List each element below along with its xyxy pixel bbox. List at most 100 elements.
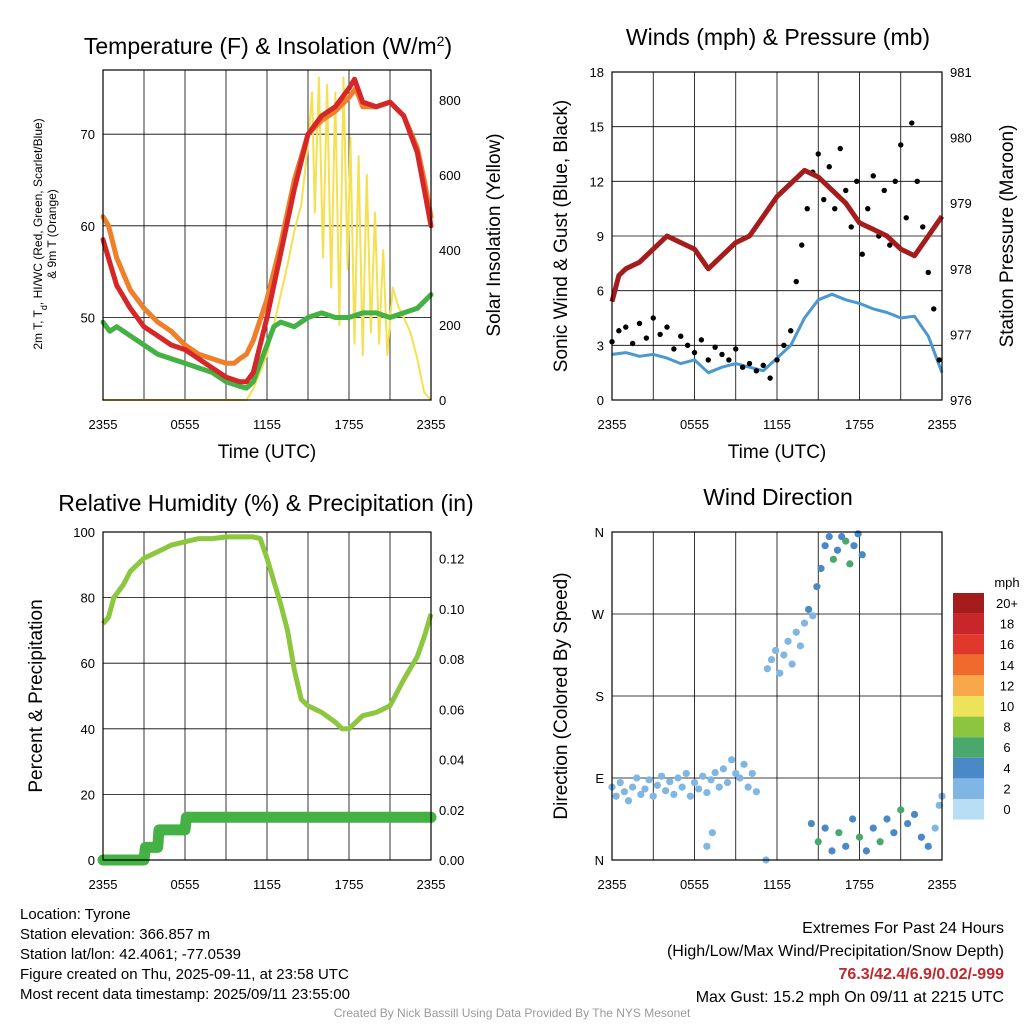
y-tick-label: 0 xyxy=(88,853,95,868)
station-latlon: Station lat/lon: 42.4061; -77.0539 xyxy=(20,946,242,963)
gust-point xyxy=(629,340,636,347)
winds-x-axis-label: Time (UTC) xyxy=(728,442,827,463)
direction-point xyxy=(703,842,711,850)
gust-point xyxy=(671,346,677,352)
plot-frame xyxy=(102,531,432,861)
x-tick-label: 2355 xyxy=(928,877,957,892)
direction-point xyxy=(821,542,829,550)
direction-point xyxy=(674,774,682,782)
x-tick-label: 1155 xyxy=(253,877,281,892)
x-tick-label: 0555 xyxy=(171,877,200,892)
gust-point xyxy=(726,357,732,363)
direction-point xyxy=(728,756,736,764)
direction-point xyxy=(703,788,711,797)
colorbar-swatch xyxy=(953,654,984,676)
x-tick-label: 2355 xyxy=(598,877,627,892)
colorbar-label: 2 xyxy=(1003,781,1010,796)
gust-point xyxy=(859,251,865,257)
station-info: Location: Tyrone Station elevation: 366.… xyxy=(20,905,350,1005)
direction-point xyxy=(910,810,919,819)
wind-speed-colorbar: mph 20+ 18 16 14 12 10 8 6 4 2 0 xyxy=(953,575,1020,820)
humidity-left-axis-label: Percent & Precipitation xyxy=(26,599,47,792)
gust-point xyxy=(643,335,650,341)
y-tick-label: S xyxy=(595,689,604,704)
gust-point xyxy=(931,306,937,312)
x-tick-label: 0555 xyxy=(171,417,200,432)
colorbar-swatch xyxy=(953,757,984,779)
temperature-panel: Temperature (F) & Insolation (W/m2) 2m T… xyxy=(31,33,505,463)
gust-point xyxy=(781,342,787,349)
direction-point xyxy=(612,792,620,800)
direction-point xyxy=(763,665,771,673)
x-tick-label: 2355 xyxy=(89,877,118,892)
y-right-tick-label: 979 xyxy=(950,196,972,211)
y-right-tick-label: 981 xyxy=(950,65,972,80)
direction-point xyxy=(842,537,850,545)
colorbar-label: 6 xyxy=(1003,740,1010,755)
direction-point xyxy=(624,797,633,805)
colorbar-label: 16 xyxy=(1000,637,1014,652)
y-right-tick-label: 980 xyxy=(950,131,972,146)
gust-point xyxy=(733,346,739,352)
gust-point xyxy=(684,342,691,349)
y-tick-label: 18 xyxy=(590,65,604,80)
station-location: Location: Tyrone xyxy=(20,906,131,923)
humidity-panel: Relative Humidity (%) & Precipitation (i… xyxy=(26,490,474,892)
gust-point xyxy=(793,278,799,285)
direction-panel-title: Wind Direction xyxy=(703,484,853,510)
direction-point xyxy=(835,829,843,837)
x-tick-label: 2355 xyxy=(417,877,446,892)
gust-point xyxy=(870,173,876,179)
direction-point xyxy=(670,790,678,799)
direction-point xyxy=(809,612,817,620)
colorbar-swatch xyxy=(953,675,984,696)
direction-point xyxy=(813,583,821,591)
y-tick-label: N xyxy=(595,853,604,868)
gust-point xyxy=(616,328,622,334)
max-gust: Max Gust: 15.2 mph On 09/11 at 2215 UTC xyxy=(695,989,1004,1006)
y-right-tick-label: 978 xyxy=(950,262,972,277)
direction-point xyxy=(862,847,870,855)
direction-point xyxy=(828,847,836,855)
gust-point xyxy=(650,315,656,321)
direction-point xyxy=(723,778,732,787)
colorbar-swatch xyxy=(953,737,984,758)
direction-point xyxy=(890,829,898,837)
y-right-tick-label: 0 xyxy=(439,393,446,408)
gust-point xyxy=(843,187,849,194)
direction-point xyxy=(897,806,905,814)
direction-point xyxy=(657,772,666,780)
y-right-tick-label: 0.12 xyxy=(439,552,464,567)
humidity-line xyxy=(101,534,434,732)
direction-point xyxy=(772,646,780,655)
direction-left-axis-label: Direction (Colored By Speed) xyxy=(551,572,572,819)
x-tick-label: 1155 xyxy=(253,417,281,432)
direction-point xyxy=(678,783,686,791)
direction-point xyxy=(682,769,690,778)
y-tick-label: 40 xyxy=(81,722,95,737)
gust-point xyxy=(865,205,871,212)
y-right-tick-label: 200 xyxy=(439,318,461,333)
plot-frame xyxy=(611,531,943,861)
x-tick-label: 1155 xyxy=(763,877,791,892)
gust-point xyxy=(920,224,926,230)
x-tick-label: 0555 xyxy=(680,417,709,432)
gust-point xyxy=(892,178,898,185)
x-tick-label: 1755 xyxy=(335,417,364,432)
direction-point xyxy=(686,792,694,800)
direction-point xyxy=(645,776,653,784)
colorbar-swatch xyxy=(953,716,984,738)
direction-point xyxy=(849,815,857,823)
gust-point xyxy=(664,324,670,330)
direction-point xyxy=(637,790,645,799)
x-tick-label: 2355 xyxy=(598,417,627,432)
gust-point xyxy=(774,357,780,363)
temperature-left-axis-label-line2: & 9m T (Orange) xyxy=(45,189,59,279)
winds-left-axis-label: Sonic Wind & Gust (Blue, Black) xyxy=(551,100,572,372)
colorbar-label: 10 xyxy=(1000,699,1014,714)
direction-point xyxy=(633,774,641,782)
colorbar-swatch xyxy=(953,696,984,717)
direction-point xyxy=(719,765,727,773)
colorbar-swatch xyxy=(953,799,984,820)
